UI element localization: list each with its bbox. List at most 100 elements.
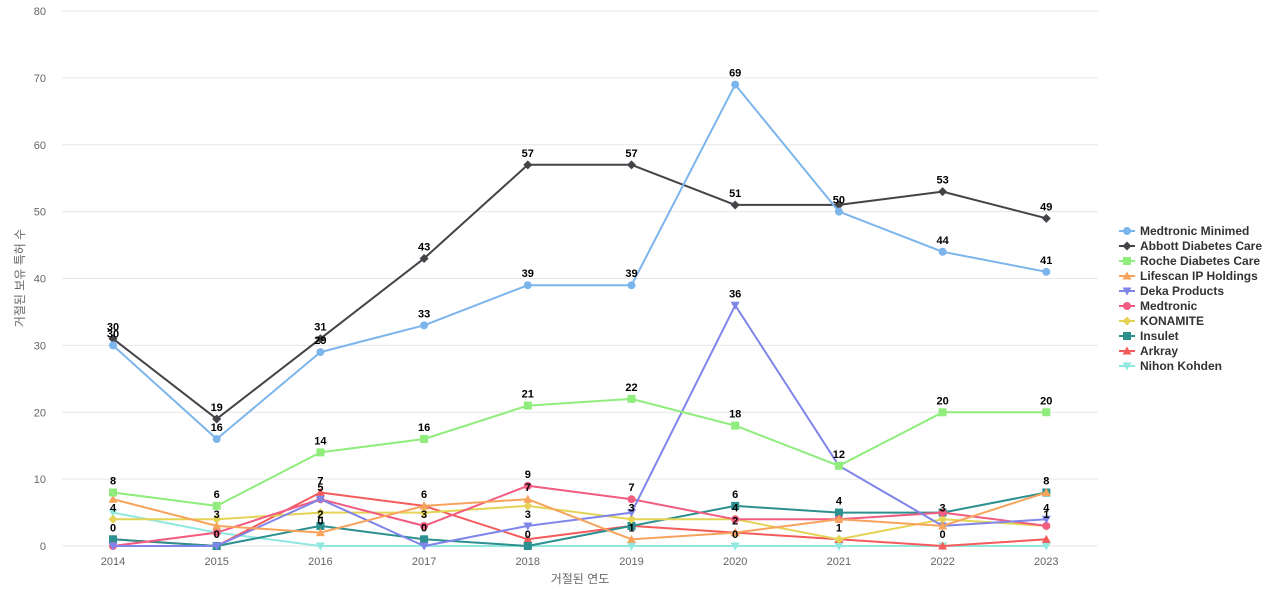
legend-label: Nihon Kohden	[1140, 359, 1222, 373]
legend-marker	[1122, 362, 1132, 371]
series-medtronic	[109, 481, 1051, 550]
data-point-insulet	[834, 508, 843, 517]
data-point-medtronic-minimed	[523, 281, 532, 290]
data-label-medtronic-minimed: 50	[833, 195, 845, 207]
data-label-insulet: 0	[110, 522, 116, 534]
y-tick-label: 0	[40, 541, 46, 553]
legend-marker	[1123, 227, 1131, 235]
data-label-insulet: 6	[732, 489, 738, 501]
series-medtronic-minimed	[109, 80, 1051, 443]
gridlines	[62, 10, 1098, 547]
series-line-lifescan-ip-holdings	[112, 491, 1047, 541]
series-line-nihon-kohden	[112, 511, 1047, 547]
data-point-roche-diabetes-care	[731, 421, 740, 430]
data-point-abbott-diabetes-care	[1041, 213, 1051, 223]
data-point-medtronic	[627, 495, 636, 504]
data-label-konamite: 1	[836, 522, 842, 534]
data-point-abbott-diabetes-care	[523, 160, 533, 170]
data-label-medtronic: 5	[317, 482, 323, 494]
legend-label: Deka Products	[1140, 284, 1224, 298]
data-label-medtronic: 9	[525, 469, 531, 481]
data-point-medtronic	[212, 528, 221, 537]
y-tick-label: 10	[34, 474, 46, 486]
data-point-insulet	[316, 521, 325, 530]
y-axis-ticks: 0 10 20 30 40 50 60 70 80	[34, 6, 46, 553]
y-tick-label: 70	[34, 73, 46, 85]
data-point-arkray	[1041, 534, 1051, 543]
data-label-abbott-diabetes-care: 43	[418, 241, 430, 253]
data-label-abbott-diabetes-care: 30	[107, 322, 119, 334]
data-point-insulet	[109, 535, 117, 544]
data-point-nihon-kohden	[730, 542, 740, 551]
data-label-arkray: 7	[317, 476, 323, 488]
data-point-abbott-diabetes-care	[419, 253, 429, 263]
data-point-roche-diabetes-care	[212, 501, 221, 510]
data-point-roche-diabetes-care	[420, 435, 429, 443]
legend-item-lifescan-ip-holdings[interactable]: Lifescan IP Holdings	[1119, 269, 1258, 283]
data-point-roche-diabetes-care	[109, 488, 117, 497]
series-lifescan-ip-holdings	[108, 488, 1051, 543]
data-point-nihon-kohden	[315, 542, 325, 551]
data-point-abbott-diabetes-care	[108, 334, 118, 344]
legend-item-konamite[interactable]: KONAMITE	[1119, 314, 1204, 328]
data-point-medtronic-minimed	[316, 348, 325, 357]
data-point-konamite	[315, 508, 325, 518]
data-point-konamite	[212, 514, 222, 524]
data-label-roche-diabetes-care: 20	[1040, 395, 1052, 407]
data-point-arkray	[315, 488, 325, 496]
legend-item-deka-products[interactable]: Deka Products	[1119, 284, 1224, 298]
data-point-medtronic	[938, 508, 947, 517]
y-tick-label: 80	[34, 6, 46, 18]
legend-item-abbott-diabetes-care[interactable]: Abbott Diabetes Care	[1119, 239, 1262, 253]
legend-label: Arkray	[1140, 344, 1178, 358]
data-point-abbott-diabetes-care	[627, 160, 636, 170]
y-tick-label: 60	[34, 140, 46, 152]
data-label-lifescan-ip-holdings: 7	[525, 482, 531, 494]
data-point-roche-diabetes-care	[523, 401, 532, 410]
data-point-deka-products	[1041, 515, 1051, 524]
data-point-abbott-diabetes-care	[938, 187, 948, 197]
data-point-roche-diabetes-care	[834, 461, 843, 470]
data-label-roche-diabetes-care: 16	[418, 422, 430, 434]
y-tick-label: 40	[34, 274, 46, 286]
legend-marker	[1122, 241, 1132, 251]
data-label-konamite: 1	[1043, 509, 1049, 521]
legend-item-nihon-kohden[interactable]: Nihon Kohden	[1119, 359, 1222, 373]
legend-marker	[1123, 257, 1131, 265]
series-abbott-diabetes-care	[108, 160, 1051, 424]
data-label-insulet: 0	[214, 529, 220, 541]
data-point-konamite	[627, 514, 636, 524]
data-point-lifescan-ip-holdings	[315, 528, 325, 537]
data-point-roche-diabetes-care	[1042, 408, 1051, 417]
data-point-abbott-diabetes-care	[730, 200, 740, 210]
data-point-nihon-kohden	[627, 542, 636, 551]
data-label-medtronic-minimed: 29	[314, 335, 326, 347]
data-point-abbott-diabetes-care	[212, 414, 222, 424]
legend-item-medtronic-minimed[interactable]: Medtronic Minimed	[1119, 224, 1249, 238]
x-tick-label: 2021	[827, 556, 851, 568]
data-label-roche-diabetes-care: 14	[314, 435, 327, 447]
legend-item-arkray[interactable]: Arkray	[1119, 344, 1178, 358]
data-label-konamite: 4	[110, 502, 117, 514]
data-label-roche-diabetes-care: 20	[936, 395, 948, 407]
data-point-insulet	[731, 501, 740, 510]
legend-item-medtronic[interactable]: Medtronic	[1119, 299, 1198, 313]
legend-item-insulet[interactable]: Insulet	[1119, 329, 1179, 343]
legend-item-roche-diabetes-care[interactable]: Roche Diabetes Care	[1119, 254, 1260, 268]
x-tick-label: 2017	[412, 556, 436, 568]
data-point-medtronic	[731, 515, 740, 524]
data-point-medtronic-minimed	[938, 247, 947, 256]
series-lines	[108, 80, 1051, 551]
data-label-nihon-kohden: 0	[732, 529, 738, 541]
legend-label: KONAMITE	[1140, 314, 1204, 328]
data-point-konamite	[419, 508, 429, 518]
data-point-lifescan-ip-holdings	[834, 514, 844, 523]
data-label-medtronic-minimed: 39	[625, 268, 637, 280]
data-label-roche-diabetes-care: 18	[729, 409, 741, 421]
data-point-insulet	[523, 542, 532, 550]
data-point-abbott-diabetes-care	[315, 334, 325, 344]
data-label-abbott-diabetes-care: 57	[522, 148, 534, 160]
data-label-roche-diabetes-care: 12	[833, 449, 845, 461]
data-point-roche-diabetes-care	[627, 394, 636, 403]
